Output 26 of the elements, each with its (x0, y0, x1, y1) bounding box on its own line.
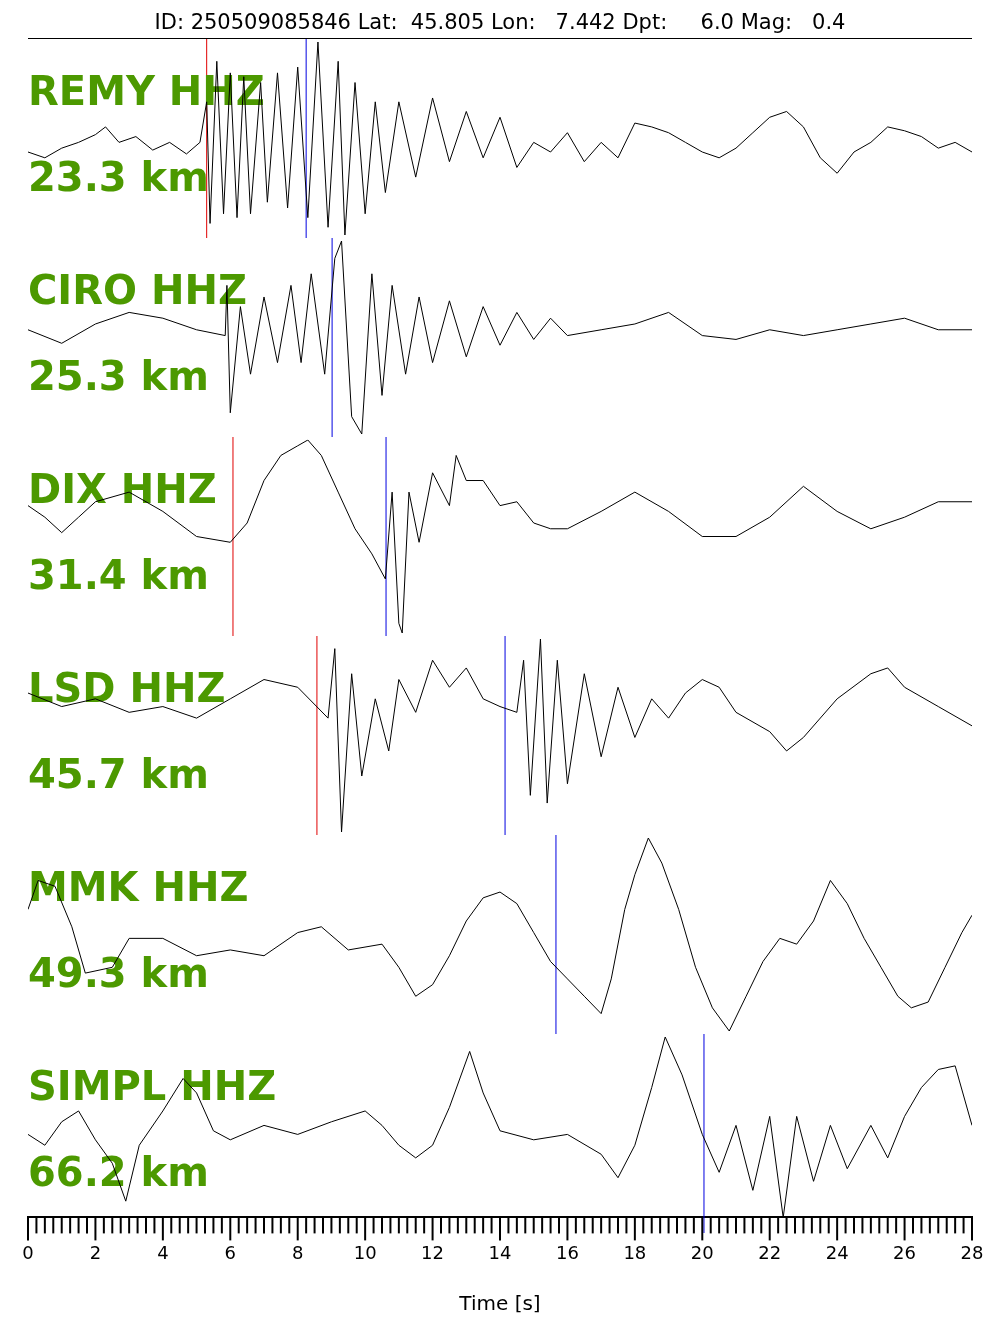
x-tick-label: 14 (488, 1241, 512, 1263)
x-tick-label: 20 (690, 1241, 714, 1263)
annotation: 45.7 km (28, 751, 209, 797)
chart-title: ID: 250509085846 Lat: 45.805 Lon: 7.442 Dpt: 6.0 Mag: 0.4 (28, 0, 972, 39)
x-tick-label: 28 (960, 1241, 984, 1263)
x-tick-label: 10 (353, 1241, 377, 1263)
annotation: 25.3 km (28, 353, 209, 399)
x-tick-label: 4 (157, 1241, 169, 1263)
annotation: 31.4 km (28, 552, 209, 598)
x-tick-label: 12 (421, 1241, 445, 1263)
x-tick-label: 16 (555, 1241, 579, 1263)
annotation: SIMPL HHZ (28, 1063, 277, 1109)
x-tick-label: 22 (758, 1241, 782, 1263)
x-tick-label: 8 (291, 1241, 304, 1263)
annotation: DIX HHZ (28, 466, 217, 512)
x-tick-label: 26 (893, 1241, 917, 1263)
annotation: LSD HHZ (28, 665, 226, 711)
x-tick-label: 18 (623, 1241, 647, 1263)
x-tick-label: 2 (89, 1241, 102, 1263)
x-axis-title: Time [s] (458, 1291, 541, 1316)
x-tick-label: 24 (825, 1241, 849, 1263)
annotation: CIRO HHZ (28, 267, 247, 313)
annotation: 49.3 km (28, 950, 209, 996)
annotation: 23.3 km (28, 154, 209, 200)
x-tick-label: 6 (224, 1241, 237, 1263)
x-tick-label: 0 (22, 1241, 34, 1263)
